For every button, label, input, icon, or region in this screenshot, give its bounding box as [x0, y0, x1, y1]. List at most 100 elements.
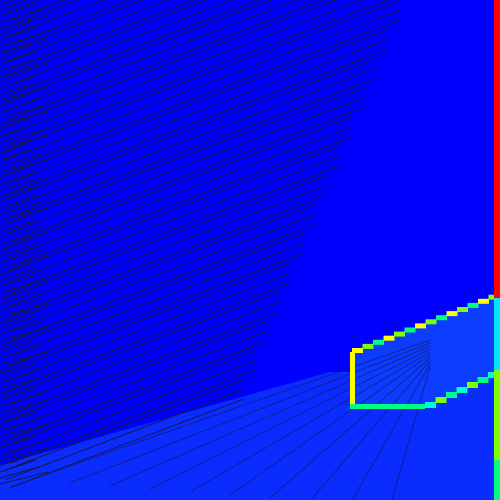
streamline — [0, 117, 31, 131]
streamline — [0, 459, 37, 473]
streamline — [0, 57, 43, 71]
streamline — [9, 106, 365, 243]
streamline — [9, 165, 341, 292]
streamline — [9, 0, 389, 144]
streamline — [0, 129, 43, 143]
streamline — [1, 320, 269, 423]
streamline — [229, 354, 431, 496]
streamline — [109, 345, 431, 487]
streamline — [0, 81, 43, 95]
streamline — [5, 0, 299, 112]
streamline — [5, 388, 245, 481]
streamline — [0, 321, 43, 335]
streamline — [1, 0, 274, 103]
streamline — [5, 213, 317, 333]
streamline — [9, 281, 293, 390]
streamline — [0, 177, 43, 191]
streamline — [5, 0, 170, 62]
streamline — [0, 195, 37, 209]
streamline — [189, 351, 431, 493]
streamline — [1, 29, 389, 177]
obstacle-interior — [352, 296, 495, 407]
obstacle-edge-segment — [373, 339, 384, 345]
streamline — [1, 58, 377, 202]
obstacle-edge-segment — [446, 311, 458, 317]
streamline — [0, 261, 31, 275]
obstacle-edge-segment — [404, 327, 416, 333]
streamline — [9, 223, 317, 341]
streamline — [0, 9, 43, 23]
streamline — [9, 0, 325, 120]
right-wall-hot-segment — [494, 0, 500, 298]
streamline — [5, 301, 281, 407]
streamline — [9, 0, 260, 95]
streamline — [0, 141, 31, 155]
obstacle-edge-segment — [456, 387, 468, 393]
obstacle-edge-segment — [467, 382, 478, 388]
streamline — [0, 339, 37, 353]
streamline — [0, 297, 43, 311]
right-wall-boundary — [494, 0, 500, 500]
streamline — [0, 453, 31, 467]
streamline — [1, 145, 341, 276]
streamline — [0, 273, 43, 287]
streamline — [0, 285, 31, 299]
streamline — [0, 249, 43, 263]
obstacle-edge-segment — [362, 343, 374, 349]
streamline — [0, 405, 31, 419]
obstacle-edge-segment — [436, 315, 447, 321]
streamline — [9, 0, 195, 71]
streamline — [9, 369, 257, 464]
streamline — [0, 471, 49, 485]
streamline — [0, 441, 43, 455]
streamline — [0, 291, 37, 305]
streamline — [0, 165, 31, 179]
streamline — [5, 38, 389, 185]
right-wall-segment — [494, 298, 500, 370]
streamline — [0, 279, 49, 293]
streamline — [0, 201, 43, 215]
streamline — [0, 0, 27, 11]
streamline — [0, 357, 31, 371]
streamline — [0, 417, 43, 431]
streamline — [391, 366, 431, 500]
streamline — [9, 340, 269, 440]
streamline — [0, 393, 43, 407]
obstacle-boundary — [350, 294, 500, 409]
streamline — [0, 423, 49, 437]
streamline — [0, 243, 37, 257]
streamline — [0, 381, 31, 395]
streamline — [351, 363, 431, 500]
streamline — [29, 339, 431, 481]
streamline — [0, 189, 31, 203]
streamline — [149, 348, 431, 490]
streamline — [269, 357, 431, 499]
streamline — [310, 360, 431, 500]
streamline — [0, 153, 43, 167]
streamline — [0, 207, 49, 221]
streamline — [9, 0, 130, 46]
streamline — [0, 411, 37, 425]
streamline — [0, 309, 31, 323]
streamline — [1, 0, 209, 79]
streamline — [1, 87, 365, 226]
streamline — [0, 183, 49, 197]
streamline — [0, 111, 49, 125]
streamline — [9, 135, 353, 267]
obstacle-edge-segment — [394, 331, 405, 337]
streamline — [0, 99, 37, 113]
streamline — [69, 342, 431, 484]
streamline — [9, 77, 377, 218]
obstacle-edge-segment — [478, 298, 489, 304]
obstacle-edge-segment — [446, 392, 457, 398]
obstacle-edge-segment — [488, 372, 499, 378]
streamline — [0, 429, 31, 443]
streamline — [0, 447, 49, 461]
streamline — [0, 213, 31, 227]
streamline — [0, 3, 37, 17]
streamline — [5, 0, 234, 87]
streamline — [0, 171, 37, 185]
streamline — [0, 27, 37, 41]
streamline — [5, 242, 305, 358]
streamline — [0, 333, 31, 347]
